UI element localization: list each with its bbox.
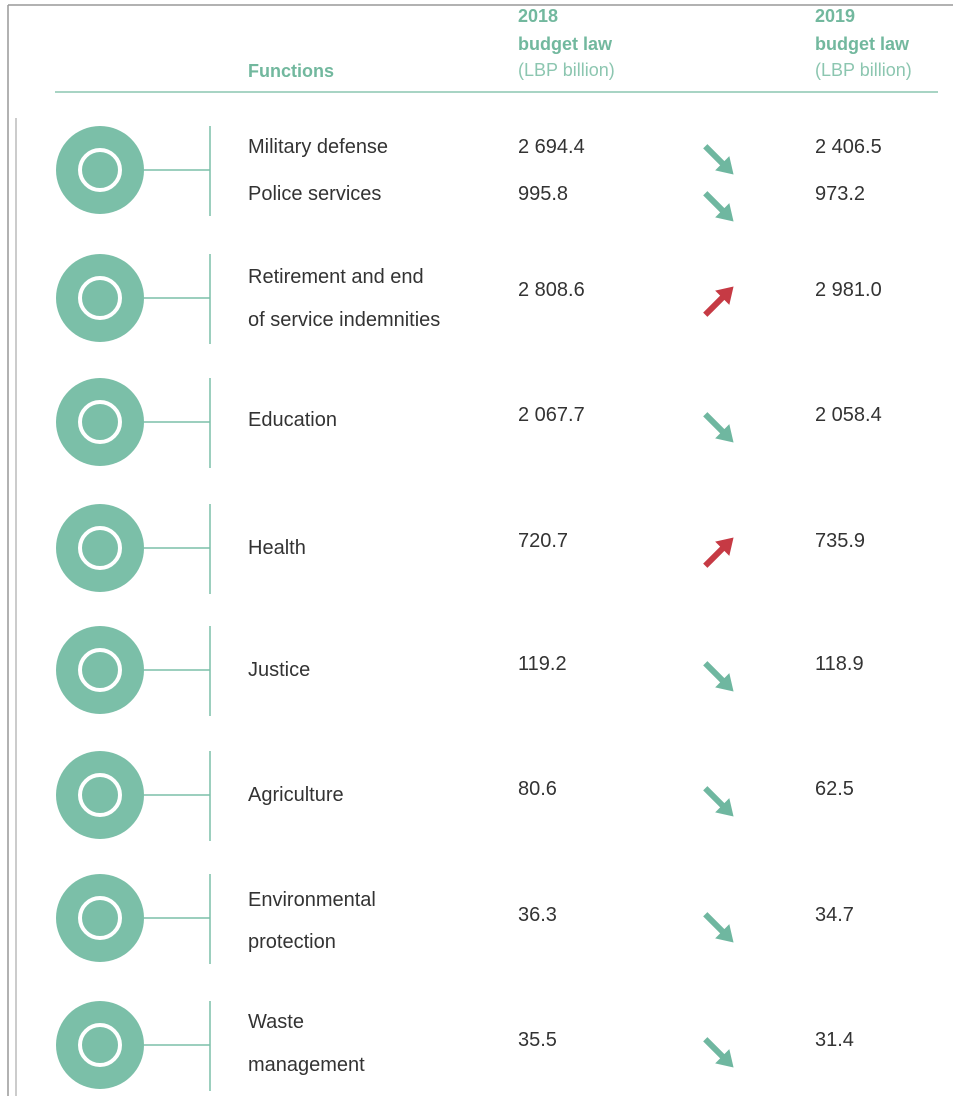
arrow-shaft [703,144,726,167]
function-label: Agriculture [248,784,344,806]
arrow-down [703,191,734,222]
icon-glyph [78,276,122,320]
arrow-head [715,798,734,817]
icon-glyph [78,1023,122,1067]
year-2019: 2019 [815,6,856,26]
function-icon [56,626,144,714]
value-2019: 2 981.0 [815,279,882,301]
function-icon [56,751,144,839]
value-2018: 720.7 [518,530,569,552]
arrow-shaft [703,545,726,568]
function-label: Waste [248,1011,304,1033]
function-icon [56,378,144,466]
function-icon [56,1001,144,1089]
title-2019: budget law [815,34,909,54]
arrow-head [715,673,734,692]
icon-glyph [78,773,122,817]
arrow-shaft [703,294,726,317]
value-2019: 31.4 [815,1029,854,1051]
function-label: management [248,1054,365,1076]
value-2019: 34.7 [815,904,854,926]
value-2019: 62.5 [815,778,854,800]
arrow-down [703,661,734,692]
function-label: Military defense [248,136,389,158]
icon-glyph [78,896,122,940]
function-icon [56,254,144,342]
arrow-shaft [703,912,726,935]
arrow-head [715,537,734,556]
arrow-head [715,1049,734,1068]
function-icon [56,874,144,962]
value-2019: 973.2 [815,183,866,205]
value-2018: 2 694.4 [518,136,585,158]
arrow-down [703,786,734,817]
function-label: Retirement and end [248,266,424,288]
arrow-down [703,144,734,175]
value-2019: 2 406.5 [815,136,882,158]
icon-glyph [78,148,122,192]
arrow-shaft [703,412,726,435]
unit-2018: (LBP billion) [518,60,615,80]
functions-header: Functions [248,61,334,81]
arrow-head [715,424,734,443]
arrow-up [703,286,734,317]
arrow-head [715,156,734,175]
arrow-down [703,912,734,943]
value-2018: 36.3 [518,904,557,926]
function-label: Justice [248,659,311,681]
arrow-head [715,924,734,943]
icon-glyph [78,648,122,692]
value-2019: 118.9 [815,653,864,675]
icon-glyph [78,526,122,570]
arrow-head [715,286,734,305]
value-2018: 80.6 [518,778,557,800]
arrow-shaft [703,786,726,809]
arrow-shaft [703,661,726,684]
icon-glyph [78,400,122,444]
value-2018: 2 808.6 [518,279,585,301]
year-2018: 2018 [518,6,559,26]
value-2019: 735.9 [815,530,866,552]
arrow-shaft [703,1037,726,1060]
value-2019: 2 058.4 [815,404,882,426]
arrow-down [703,412,734,443]
function-label: of service indemnities [248,309,441,331]
function-label: Police services [248,183,382,205]
arrow-down [703,1037,734,1068]
value-2018: 119.2 [518,653,567,675]
function-label: Environmental [248,889,376,911]
title-2018: budget law [518,34,612,54]
function-label: Education [248,409,337,431]
function-icon [56,126,144,214]
function-label: protection [248,931,336,953]
arrow-up [703,537,734,568]
value-2018: 995.8 [518,183,569,205]
unit-2019: (LBP billion) [815,60,912,80]
function-label: Health [248,537,306,559]
function-icon [56,504,144,592]
value-2018: 2 067.7 [518,404,585,426]
arrow-shaft [703,191,726,214]
arrow-head [715,203,734,222]
value-2018: 35.5 [518,1029,557,1051]
